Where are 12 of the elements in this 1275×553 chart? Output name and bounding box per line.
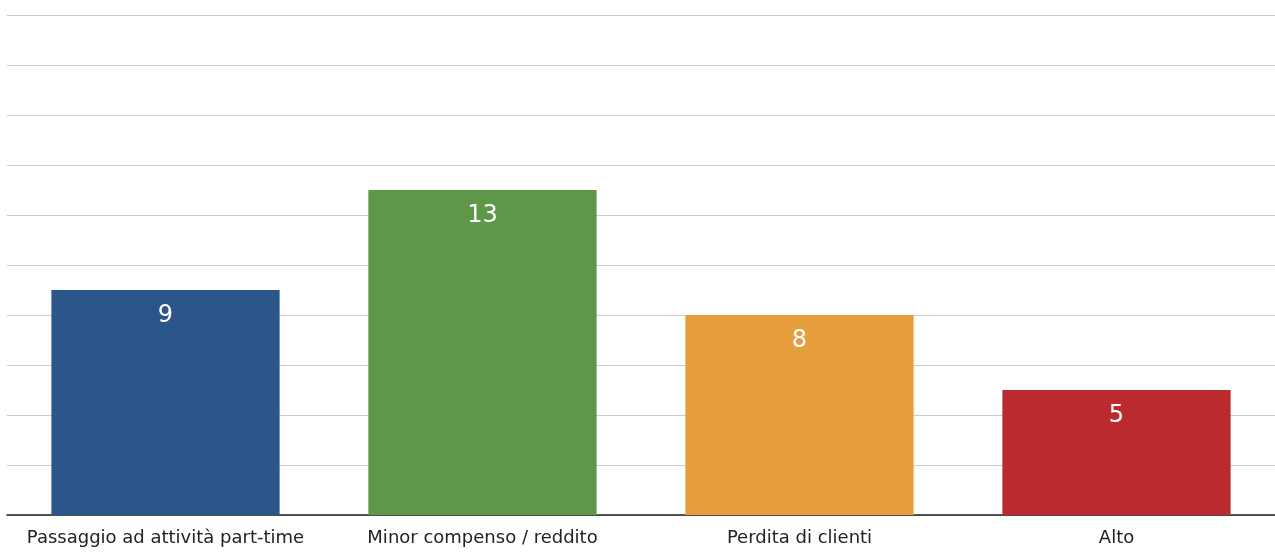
- data-label: 13: [467, 200, 498, 228]
- data-label: 9: [157, 300, 174, 328]
- bar: [1002, 390, 1231, 515]
- data-label: 5: [1108, 400, 1125, 428]
- x-tick-label: Alto: [1098, 525, 1135, 547]
- bar: [685, 315, 914, 515]
- bar: [51, 290, 280, 515]
- x-tick-label: Perdita di clienti: [726, 525, 873, 547]
- x-tick-label: Passaggio ad attività part-time: [26, 525, 305, 547]
- bar: [368, 190, 597, 515]
- x-tick-label: Minor compenso / reddito: [367, 525, 598, 547]
- data-label: 8: [791, 325, 808, 353]
